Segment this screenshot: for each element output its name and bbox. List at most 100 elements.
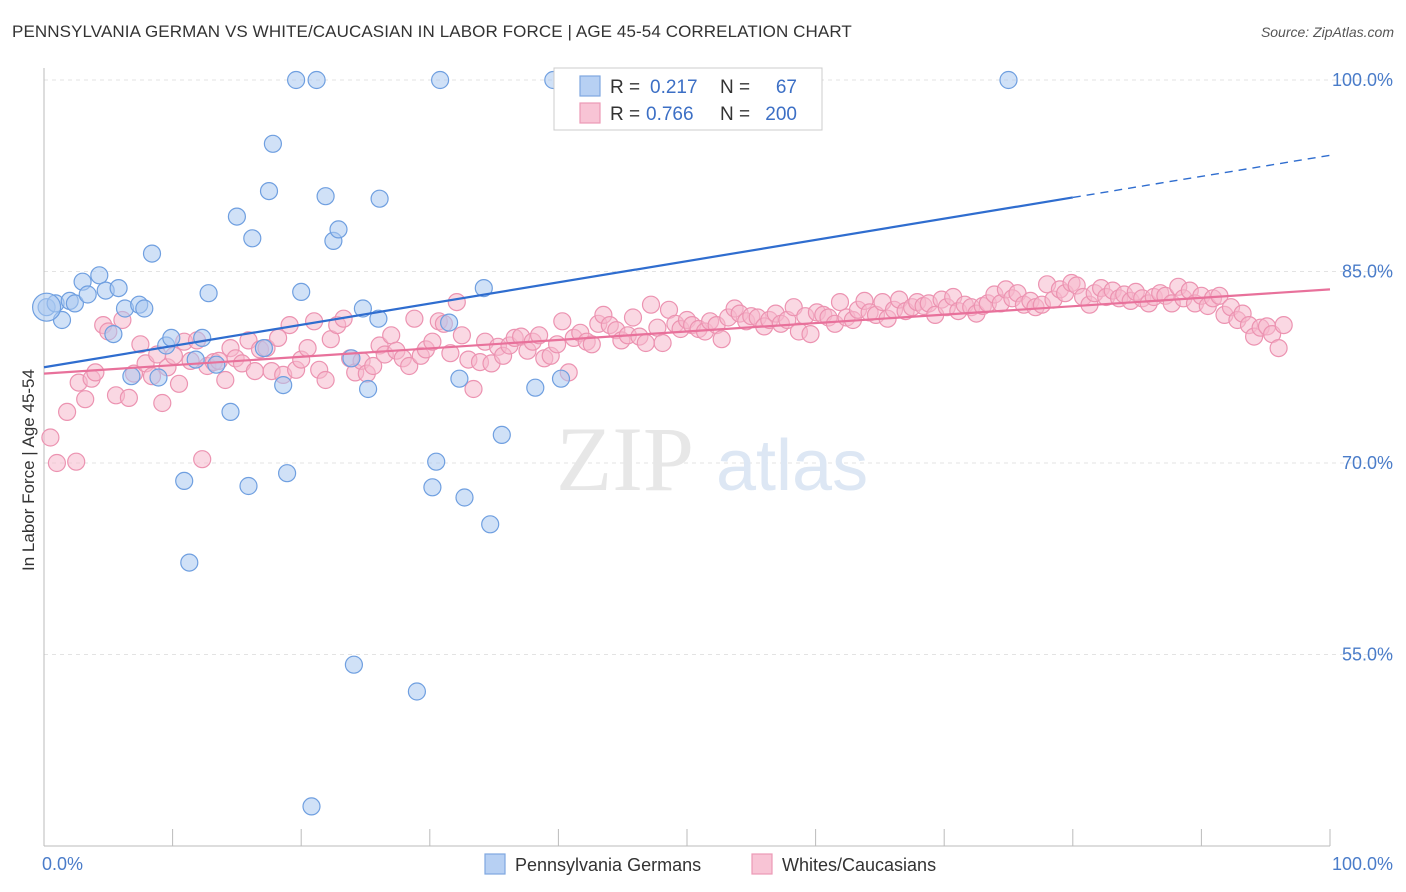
pagerman-point-31 — [263, 134, 282, 153]
whites-point-71 — [464, 379, 483, 399]
pagerman-point-38 — [316, 187, 335, 206]
pagerman-point-59 — [551, 369, 571, 388]
legend-n-value-1: 67 — [776, 77, 797, 98]
pagerman-point-20 — [180, 553, 199, 572]
pagerman-point-15 — [142, 244, 162, 263]
whites-point-86 — [553, 312, 572, 331]
trend-line-blue — [43, 196, 1073, 369]
legend-bottom-label-pink: Whites/Caucasians — [782, 855, 936, 875]
legend-swatch-blue — [579, 75, 601, 97]
whites-point-2 — [57, 402, 77, 421]
legend-bottom: Pennsylvania Germans Whites/Caucasians — [484, 853, 936, 875]
whites-point-14 — [131, 335, 150, 354]
pagerman-point-44 — [359, 379, 378, 399]
pagerman-point-12 — [122, 367, 141, 386]
whites-point-7 — [86, 363, 105, 382]
whites-point-208 — [1274, 316, 1293, 335]
series-whites-points — [41, 273, 1293, 473]
pagerman-point-6 — [78, 285, 97, 304]
y-axis-label: In Labor Force | Age 45-54 — [19, 369, 38, 571]
pagerman-point-26 — [227, 207, 246, 226]
y-tick-label-3: 55.0% — [1342, 645, 1393, 665]
pagerman-point-32 — [274, 376, 293, 395]
pagerman-point-25 — [221, 402, 240, 421]
pagerman-point-16 — [149, 368, 168, 387]
pagerman-point-28 — [243, 229, 262, 248]
whites-point-128 — [801, 325, 820, 344]
pagerman-cluster-point — [31, 292, 62, 322]
legend-n-value-2: 200 — [765, 104, 797, 125]
pagerman-point-40 — [329, 220, 348, 239]
whites-point-69 — [452, 326, 471, 345]
whites-point-54 — [364, 356, 383, 376]
whites-point-85 — [547, 335, 567, 354]
legend-r-label-1: R = — [610, 77, 640, 98]
pagerman-point-51 — [440, 313, 459, 332]
whites-point-64 — [423, 332, 442, 351]
pagerman-point-19 — [175, 471, 194, 490]
pagerman-point-45 — [369, 309, 388, 328]
legend-n-label-2: N = — [720, 104, 750, 125]
pagerman-point-35 — [292, 282, 311, 301]
trend-line-pink — [43, 288, 1331, 375]
y-tick-labels: 100.0% 85.0% 70.0% 55.0% — [1332, 70, 1393, 665]
pagerman-point-46 — [370, 189, 389, 208]
x-tick-label-min: 0.0% — [42, 854, 83, 874]
whites-point-43 — [298, 339, 317, 358]
pagerman-point-30 — [259, 182, 279, 201]
pagerman-point-34 — [287, 70, 306, 90]
pagerman-point-55 — [481, 515, 500, 534]
legend-n-label-1: N = — [720, 77, 750, 98]
source-credit: Source: ZipAtlas.com — [1260, 24, 1394, 40]
legend-bottom-swatch-pink — [751, 853, 773, 875]
pagerman-point-48 — [423, 478, 442, 497]
whites-point-3 — [67, 452, 86, 471]
pagerman-point-22 — [193, 328, 212, 347]
pagerman-point-27 — [239, 476, 258, 496]
pagerman-point-47 — [407, 682, 426, 701]
pagerman-point-24 — [207, 355, 226, 374]
y-tick-label-2: 70.0% — [1342, 453, 1393, 473]
whites-point-57 — [382, 326, 401, 345]
series-pennsylvania-germans-points — [31, 70, 1018, 816]
pagerman-point-49 — [431, 70, 450, 90]
legend-r-value-1: 0.217 — [650, 77, 698, 98]
chart-title: PENNSYLVANIA GERMAN VS WHITE/CAUCASIAN I… — [12, 22, 852, 41]
pagerman-point-33 — [278, 464, 297, 483]
whites-point-29 — [216, 370, 235, 390]
trend-lines — [43, 154, 1331, 375]
whites-point-113 — [712, 330, 731, 349]
pagerman-point-60 — [999, 70, 1018, 90]
whites-point-0 — [41, 428, 60, 447]
pagerman-point-56 — [492, 425, 511, 444]
pagerman-point-7 — [90, 266, 109, 285]
pagerman-point-21 — [186, 350, 205, 369]
pagerman-point-52 — [450, 369, 469, 388]
whites-point-133 — [830, 293, 850, 312]
pagerman-point-50 — [427, 452, 446, 471]
pagerman-point-36 — [302, 797, 321, 816]
whites-point-46 — [316, 370, 335, 390]
whites-point-82 — [529, 326, 549, 345]
whites-point-34 — [245, 362, 264, 381]
y-tick-label-0: 100.0% — [1332, 70, 1393, 90]
whites-point-5 — [76, 390, 95, 409]
whites-point-101 — [641, 295, 661, 314]
whites-point-61 — [405, 309, 424, 328]
pagerman-point-54 — [474, 279, 493, 298]
whites-point-18 — [153, 393, 172, 413]
trend-line-blue-extension — [1072, 154, 1331, 199]
pagerman-point-57 — [526, 378, 545, 397]
watermark-zip: ZIP — [556, 408, 694, 510]
x-ticks — [43, 829, 1331, 846]
pagerman-point-14 — [135, 299, 154, 318]
whites-point-21 — [169, 374, 189, 393]
pagerman-point-43 — [353, 299, 372, 318]
watermark-atlas: atlas — [716, 426, 868, 506]
whites-point-91 — [582, 335, 601, 354]
watermark: ZIP atlas — [556, 408, 868, 510]
pagerman-point-37 — [307, 70, 326, 90]
legend-top: R = 0.217 N = 67 R = 0.766 N = 200 — [553, 67, 823, 131]
y-tick-label-1: 85.0% — [1342, 262, 1393, 282]
